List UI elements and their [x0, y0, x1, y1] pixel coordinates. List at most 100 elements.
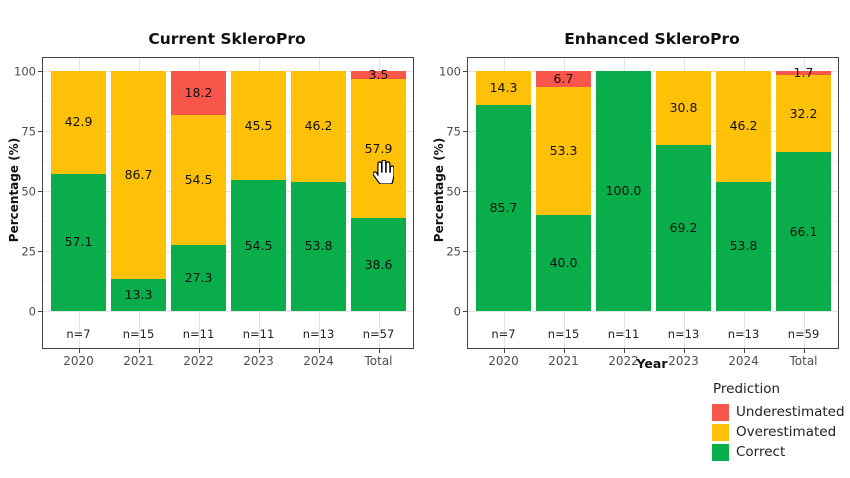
n-label: n=11 — [182, 327, 215, 341]
bar-segment-correct[interactable] — [656, 144, 711, 311]
n-label: n=7 — [491, 327, 516, 341]
y-tick-mark — [463, 251, 467, 252]
bar-segment-correct[interactable] — [351, 218, 406, 311]
value-label: 54.5 — [244, 237, 273, 253]
legend-item-correct: Correct — [712, 444, 845, 461]
gridline-major — [43, 311, 413, 312]
gridline-major — [43, 131, 413, 132]
bar-segment-overestimated[interactable] — [231, 71, 286, 181]
bar-segment-overestimated[interactable] — [351, 79, 406, 219]
bar-segment-correct[interactable] — [111, 279, 166, 311]
value-label: 46.2 — [304, 118, 333, 134]
bar-segment-overestimated[interactable] — [51, 71, 106, 174]
n-label: n=15 — [122, 327, 155, 341]
n-label: n=13 — [667, 327, 700, 341]
bar-segment-correct[interactable] — [291, 181, 346, 311]
x-tick-label: 2023 — [668, 354, 699, 368]
value-label: 100.0 — [605, 182, 642, 198]
value-label: 57.9 — [364, 140, 393, 156]
bar-segment-correct[interactable] — [776, 152, 831, 311]
gridline-minor — [468, 281, 838, 282]
y-tick-mark — [463, 71, 467, 72]
bar-segment-correct[interactable] — [476, 105, 531, 311]
x-tick-label: 2021 — [123, 354, 154, 368]
x-tick-mark — [803, 349, 805, 353]
n-label: n=15 — [547, 327, 580, 341]
legend-item-overestimated: Overestimated — [712, 424, 845, 441]
bar-segment-underestimated[interactable] — [776, 71, 831, 76]
n-label: n=59 — [787, 327, 820, 341]
legend-label: Underestimated — [736, 404, 845, 421]
value-label: 14.3 — [489, 79, 518, 95]
overestimated-swatch-icon — [712, 424, 729, 441]
n-label: n=7 — [66, 327, 91, 341]
bar-segment-overestimated[interactable] — [656, 71, 711, 145]
value-label: 13.3 — [124, 286, 153, 302]
x-tick-label: Total — [789, 354, 818, 368]
bar-segment-correct[interactable] — [596, 71, 651, 311]
y-tick-label: 75 — [446, 123, 461, 138]
y-tick-label: 25 — [446, 243, 461, 258]
bar-segment-overestimated[interactable] — [716, 71, 771, 182]
correct-swatch-icon — [712, 444, 729, 461]
y-tick-mark — [38, 251, 42, 252]
x-tick-label: 2020 — [488, 354, 519, 368]
bar-segment-overestimated[interactable] — [476, 71, 531, 106]
x-tick-label: 2021 — [548, 354, 579, 368]
y-tick-label: 50 — [446, 183, 461, 198]
chart-title: Current SkleroPro — [148, 30, 306, 48]
value-label: 42.9 — [64, 114, 93, 130]
chart-enhanced-skleropro: Enhanced SkleroPro Percentage (%) 85.7 14… — [425, 0, 850, 420]
bar-segment-overestimated[interactable] — [291, 71, 346, 182]
value-label: 40.0 — [549, 254, 578, 270]
x-tick-mark — [563, 349, 565, 353]
gridline-minor — [43, 281, 413, 282]
open-hand-cursor-icon — [372, 159, 395, 185]
x-tick-label: 2020 — [63, 354, 94, 368]
plot-panel[interactable]: 85.7 14.3 n=7 2020 40.0 53.3 6.7 n=15 2021 100.0 n… — [439, 57, 839, 368]
bar-segment-underestimated[interactable] — [171, 71, 226, 115]
bar-segment-correct[interactable] — [171, 245, 226, 311]
gridline-minor — [468, 101, 838, 102]
y-tick-mark — [38, 311, 42, 312]
bar-segment-correct[interactable] — [536, 215, 591, 311]
gridline-major — [468, 191, 838, 192]
gridline-major — [468, 131, 838, 132]
x-tick-mark — [198, 349, 200, 353]
legend-title: Prediction — [713, 381, 781, 397]
value-label: 27.3 — [184, 269, 213, 285]
bar-segment-overestimated[interactable] — [776, 75, 831, 153]
x-tick-mark — [503, 349, 505, 353]
gridline-minor — [468, 161, 838, 162]
y-tick-label: 100 — [439, 63, 461, 78]
plot-panel[interactable]: 57.1 42.9 n=7 2020 13.3 86.7 n=15 2021 27.3 54.5 1… — [14, 57, 414, 368]
value-label: 46.2 — [729, 118, 758, 134]
n-label: n=11 — [242, 327, 275, 341]
bar-segment-underestimated[interactable] — [536, 71, 591, 88]
bar-segment-overestimated[interactable] — [171, 114, 226, 246]
x-tick-mark — [78, 349, 80, 353]
n-label: n=11 — [607, 327, 640, 341]
value-label: 1.7 — [793, 64, 814, 80]
x-tick-mark — [623, 349, 625, 353]
legend-label: Correct — [736, 444, 786, 461]
y-tick-label: 0 — [453, 303, 461, 318]
chart-current-skleropro: Current SkleroPro Percentage (%) 57.1 42.… — [0, 0, 425, 420]
x-tick-label: 2024 — [303, 354, 334, 368]
x-tick-mark — [318, 349, 320, 353]
y-tick-mark — [463, 311, 467, 312]
y-tick-label: 50 — [21, 183, 36, 198]
value-label: 53.8 — [304, 238, 333, 254]
bar-segment-correct[interactable] — [51, 173, 106, 311]
bar-segment-correct[interactable] — [231, 180, 286, 311]
value-label: 18.2 — [184, 84, 213, 100]
bar-segment-overestimated[interactable] — [536, 87, 591, 215]
gridline-minor — [43, 161, 413, 162]
bar-segment-overestimated[interactable] — [111, 71, 166, 280]
bar-segment-underestimated[interactable] — [351, 71, 406, 80]
y-tick-label: 100 — [14, 63, 36, 78]
value-label: 32.2 — [789, 105, 818, 121]
gridline-minor — [43, 221, 413, 222]
bar-segment-correct[interactable] — [716, 181, 771, 311]
